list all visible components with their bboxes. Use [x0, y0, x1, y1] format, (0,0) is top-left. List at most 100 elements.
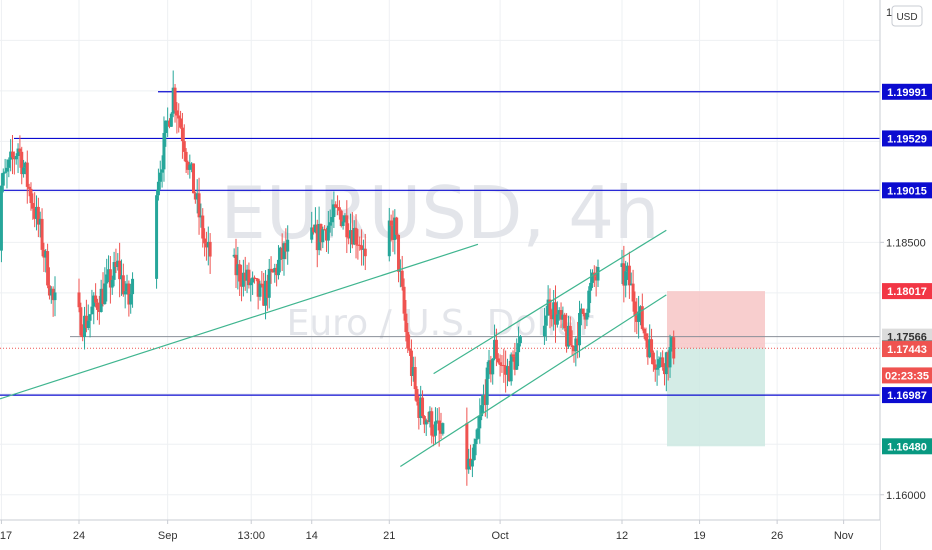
- candle-body: [16, 148, 20, 156]
- price-label-box[interactable]: [882, 387, 932, 404]
- candle-body: [334, 204, 338, 208]
- candle-body: [518, 336, 522, 344]
- candle-body: [44, 251, 48, 258]
- candle-body: [354, 227, 358, 245]
- take-profit-zone[interactable]: [667, 348, 765, 447]
- price-scale[interactable]: 1.16000 1.18500 1. 1.19991 1.19529 1.19015 1.1…: [879, 0, 932, 550]
- candle-body: [566, 325, 570, 347]
- candle-body: [193, 193, 197, 200]
- candle-body: [278, 247, 282, 260]
- candle-body: [315, 224, 319, 251]
- trendline[interactable]: [400, 294, 667, 467]
- candle-body: [95, 302, 99, 310]
- candle-body: [51, 288, 55, 301]
- candle-body: [402, 286, 406, 314]
- candle-body: [633, 301, 637, 316]
- candle-body: [317, 223, 321, 251]
- candle-body: [465, 423, 469, 470]
- candle-body: [579, 308, 583, 313]
- candle-body: [493, 339, 497, 359]
- candle-body: [662, 367, 666, 375]
- price-label-box[interactable]: [882, 341, 932, 358]
- candle-body: [201, 215, 205, 239]
- candle-body: [356, 244, 360, 246]
- candle-body: [433, 421, 437, 436]
- candle-body: [419, 397, 423, 418]
- candle-body: [0, 185, 3, 251]
- risk-reward-zones[interactable]: [667, 291, 765, 447]
- candle-body: [631, 283, 635, 302]
- candle-body: [108, 269, 112, 288]
- candle-body: [92, 295, 96, 307]
- candle-body: [267, 268, 271, 298]
- candle-body: [25, 162, 29, 187]
- candle-body: [411, 367, 415, 376]
- candle-body: [513, 356, 517, 370]
- horizontal-levels[interactable]: [0, 91, 880, 396]
- candle-body: [404, 313, 408, 333]
- candle-body: [155, 195, 159, 279]
- candle-body: [99, 288, 103, 312]
- candle-body: [400, 270, 404, 287]
- candle-body: [184, 151, 188, 163]
- candle-body: [581, 308, 585, 315]
- price-label-box[interactable]: [882, 130, 932, 147]
- candle-body: [563, 314, 567, 329]
- candle-body: [251, 277, 255, 283]
- time-tick-label: 19: [693, 530, 705, 542]
- candle-body: [46, 251, 50, 286]
- candle-body: [651, 352, 655, 365]
- candle-body: [169, 113, 173, 127]
- candle-body: [668, 347, 672, 368]
- candle-body: [5, 167, 9, 172]
- candle-body: [498, 362, 502, 365]
- candle-body: [101, 288, 105, 305]
- time-tick-label: Nov: [834, 530, 854, 542]
- candle-body: [188, 164, 192, 170]
- candle-body: [347, 237, 351, 239]
- candle-body: [105, 274, 109, 284]
- candle-body: [555, 314, 559, 325]
- candle-body: [587, 290, 591, 313]
- stop-loss-zone[interactable]: [667, 291, 765, 349]
- candle-body: [397, 234, 401, 272]
- trendline[interactable]: [0, 243, 479, 400]
- currency-badge[interactable]: USD: [891, 5, 923, 27]
- price-label-box[interactable]: [882, 438, 932, 455]
- candle-body: [79, 307, 83, 336]
- candlestick-series: [0, 70, 676, 486]
- candle-body: [40, 218, 44, 250]
- candle-body: [441, 423, 445, 434]
- candle-body: [236, 264, 240, 276]
- candle-body: [360, 245, 364, 250]
- price-label-box[interactable]: [882, 182, 932, 199]
- candle-body: [478, 416, 482, 429]
- candle-body: [276, 259, 280, 276]
- trendlines[interactable]: [0, 229, 667, 467]
- time-tick-label: 24: [73, 530, 85, 542]
- price-label-text: 1.19015: [887, 185, 927, 197]
- candle-body: [472, 444, 476, 461]
- trendline[interactable]: [433, 229, 667, 375]
- candle-body: [38, 218, 42, 225]
- price-label-box[interactable]: [882, 83, 932, 100]
- candle-body: [426, 420, 430, 422]
- candle-body: [358, 244, 362, 246]
- time-axis[interactable]: 17 24 Sep 13:00 14 21 Oct 12 19 26 Nov: [0, 519, 880, 550]
- candle-body: [552, 302, 556, 320]
- price-label-box[interactable]: [882, 367, 932, 384]
- candle-body: [88, 314, 92, 321]
- candle-body: [238, 264, 242, 282]
- price-label-box[interactable]: [882, 283, 932, 300]
- candle-body: [544, 315, 548, 326]
- candle-body: [180, 127, 184, 142]
- candle-body: [175, 110, 179, 116]
- candle-body: [179, 118, 183, 128]
- candle-body: [515, 352, 519, 370]
- candle-body: [336, 207, 340, 209]
- time-tick-label: 17: [0, 530, 12, 542]
- candle-body: [559, 310, 563, 320]
- candle-body: [129, 294, 133, 305]
- currency-badge-label: USD: [896, 12, 917, 23]
